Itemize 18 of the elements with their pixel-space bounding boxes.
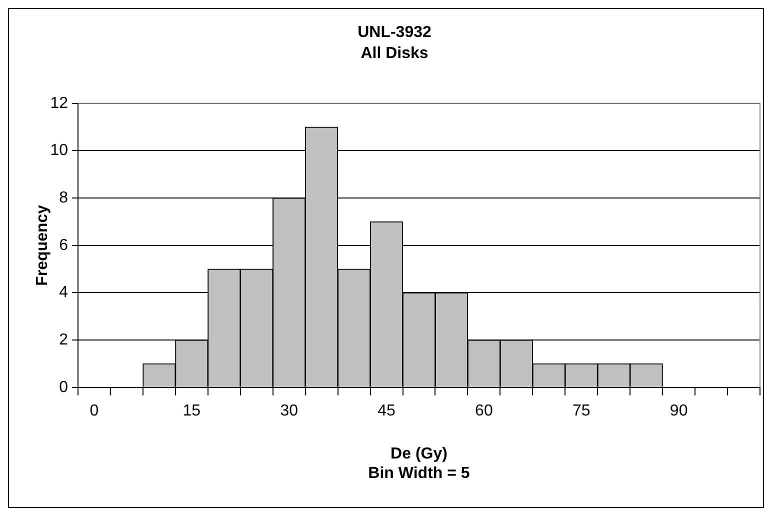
x-tick-label: 0 <box>90 402 99 420</box>
y-tick-label: 6 <box>59 236 68 254</box>
chart-subtitle: All Disks <box>360 45 428 62</box>
y-axis-title: Frequency <box>34 204 52 286</box>
chart-title: UNL-3932 <box>358 24 432 42</box>
y-tick-label: 0 <box>59 378 68 396</box>
y-tick-label: 12 <box>50 94 68 112</box>
y-tick-label: 10 <box>50 142 68 160</box>
x-axis-title: De (Gy) Bin Width = 5 <box>368 446 470 482</box>
x-tick-label: 90 <box>670 402 688 420</box>
y-tick-label: 2 <box>59 331 68 348</box>
x-tick-label: 45 <box>378 402 396 420</box>
x-tick-label: 15 <box>182 402 201 420</box>
y-tick-label: 8 <box>59 189 68 206</box>
x-tick-label: 75 <box>572 402 590 420</box>
y-tick-label: 4 <box>59 284 68 302</box>
x-tick-label: 60 <box>475 402 493 420</box>
x-tick-label: 30 <box>280 402 298 420</box>
